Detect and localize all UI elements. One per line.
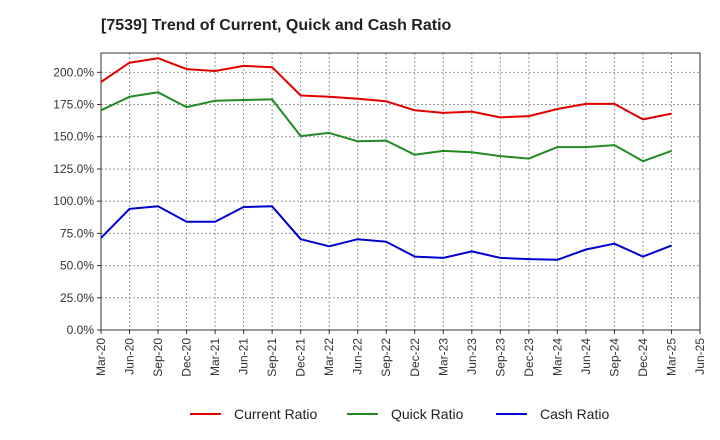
y-tick-label: 200.0%	[53, 65, 94, 79]
y-tick-label: 100.0%	[53, 194, 94, 208]
current-ratio-legend-label: Current Ratio	[234, 406, 317, 422]
x-tick-label: Dec-24	[636, 338, 650, 377]
x-tick-label: Sep-22	[379, 338, 393, 377]
x-axis-ticks: Mar-20 Jun-20 Sep-20 Dec-20 Mar-21 Jun-21 Sep-…	[94, 330, 707, 377]
quick-ratio-line	[100, 91, 672, 163]
cash-ratio-line	[100, 205, 672, 261]
x-tick-label: Sep-24	[607, 338, 621, 377]
x-tick-label: Mar-25	[664, 338, 678, 376]
y-tick-label: 0.0%	[67, 323, 95, 337]
x-tick-label: Jun-23	[465, 338, 479, 375]
x-tick-label: Mar-21	[208, 338, 222, 376]
y-tick-label: 175.0%	[53, 98, 94, 112]
x-tick-label: Jun-20	[123, 338, 137, 375]
chart-title: [7539] Trend of Current, Quick and Cash …	[101, 17, 452, 34]
y-axis-ticks: 0.0% 25.0% 50.0% 75.0% 100.0% 125.0% 150.0% 175…	[53, 65, 101, 337]
y-tick-label: 75.0%	[60, 226, 94, 240]
x-tick-label: Jun-22	[351, 338, 365, 375]
x-tick-label: Jun-24	[579, 338, 593, 375]
quick-ratio-legend-label: Quick Ratio	[391, 406, 464, 422]
y-tick-label: 150.0%	[53, 130, 94, 144]
x-tick-label: Jun-21	[237, 338, 251, 375]
x-tick-label: Sep-23	[493, 338, 507, 377]
x-tick-label: Mar-24	[550, 338, 564, 376]
x-tick-label: Mar-20	[94, 338, 108, 376]
y-tick-label: 50.0%	[60, 259, 94, 273]
plot-frame	[100, 52, 701, 331]
legend: Current Ratio Quick Ratio Cash Ratio	[190, 406, 609, 422]
cash-ratio-legend-label: Cash Ratio	[540, 406, 609, 422]
x-tick-label: Jun-25	[693, 338, 707, 375]
x-tick-label: Dec-23	[522, 338, 536, 377]
series-lines	[100, 57, 672, 261]
x-tick-label: Dec-22	[408, 338, 422, 377]
current-ratio-line	[100, 57, 672, 121]
x-tick-label: Dec-20	[180, 338, 194, 377]
y-tick-label: 125.0%	[53, 162, 94, 176]
x-tick-label: Sep-21	[265, 338, 279, 377]
x-tick-label: Dec-21	[294, 338, 308, 377]
x-tick-label: Mar-22	[322, 338, 336, 376]
y-tick-label: 25.0%	[60, 291, 94, 305]
x-tick-label: Mar-23	[436, 338, 450, 376]
x-tick-label: Sep-20	[151, 338, 165, 377]
